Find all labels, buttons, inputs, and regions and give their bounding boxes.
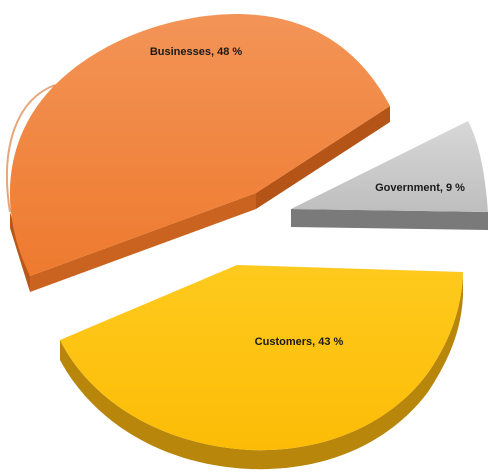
pie-slice-businesses: [6, 14, 391, 292]
label-customers: Customers, 43 %: [255, 336, 344, 348]
pie-slice-businesses-side-right: [256, 106, 390, 209]
pie-slice-government-side: [291, 209, 488, 230]
pie-slice-government-top: [291, 121, 488, 212]
label-government: Government, 9 %: [375, 182, 465, 194]
pie-slice-businesses-top: [9, 14, 391, 276]
pie-slice-customers-top: [60, 265, 463, 451]
pie-slice-customers: [60, 265, 463, 470]
pie-slice-businesses-rim: [6, 84, 56, 213]
pie-slice-government: [291, 121, 488, 230]
label-businesses: Businesses, 48 %: [150, 46, 243, 58]
pie-slice-businesses-side-front: [30, 193, 256, 292]
